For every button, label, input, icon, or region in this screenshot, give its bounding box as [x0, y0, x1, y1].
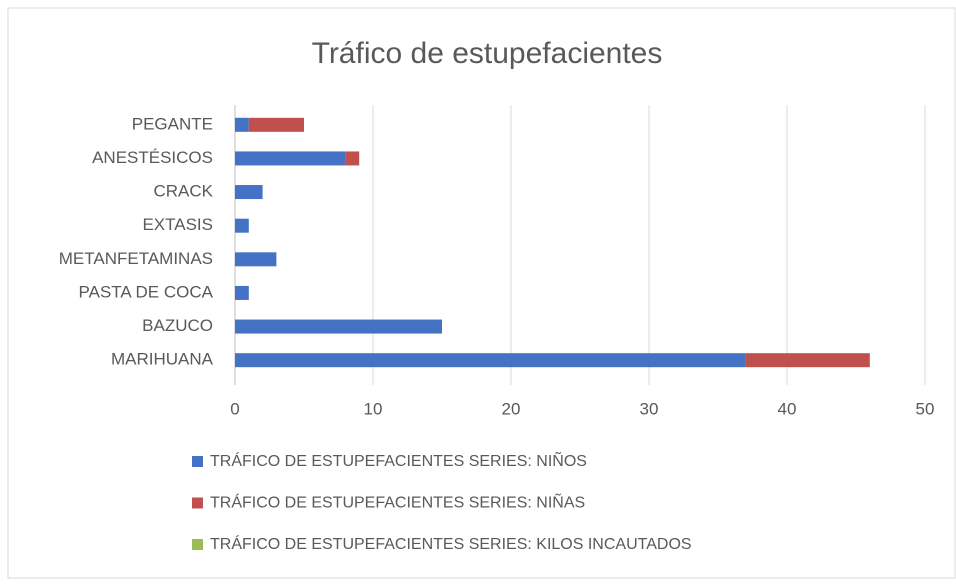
y-tick-label: PEGANTE — [132, 114, 213, 133]
chart-title: Tráfico de estupefacientes — [312, 37, 663, 70]
bar-segment — [235, 319, 442, 334]
chart-border — [7, 7, 956, 579]
bar-segment — [235, 185, 263, 200]
bar-segment — [235, 117, 249, 132]
legend-swatch — [192, 497, 203, 509]
bar-segment — [235, 285, 249, 300]
legend-swatch — [192, 539, 203, 550]
legend-label: TRÁFICO DE ESTUPEFACIENTES SERIES: KILOS… — [210, 534, 692, 553]
y-tick-label: PASTA DE COCA — [79, 282, 214, 301]
x-tick-label: 30 — [640, 399, 659, 418]
x-tick-label: 40 — [778, 399, 797, 418]
legend-label: TRÁFICO DE ESTUPEFACIENTES SERIES: NIÑOS — [210, 450, 587, 470]
y-tick-label: METANFETAMINAS — [59, 249, 213, 268]
y-tick-label: BAZUCO — [142, 316, 213, 335]
bar-segment — [345, 151, 360, 166]
bar-segment — [248, 117, 304, 132]
y-tick-label: CRACK — [153, 182, 213, 201]
y-tick-label: ANESTÉSICOS — [92, 148, 213, 167]
x-tick-label: 10 — [364, 399, 383, 418]
y-tick-label: MARIHUANA — [111, 350, 214, 369]
bar-segment — [235, 151, 346, 166]
x-tick-label: 50 — [916, 399, 935, 418]
x-tick-label: 20 — [502, 399, 521, 418]
legend-swatch — [192, 456, 203, 467]
bar-segment — [745, 353, 870, 368]
x-tick-label: 0 — [230, 399, 239, 418]
y-tick-label: EXTASIS — [142, 215, 213, 234]
bar-segment — [235, 218, 249, 233]
bar-segment — [235, 252, 277, 267]
bar-segment — [235, 353, 746, 368]
legend-label: TRÁFICO DE ESTUPEFACIENTES SERIES: NIÑAS — [210, 492, 585, 512]
